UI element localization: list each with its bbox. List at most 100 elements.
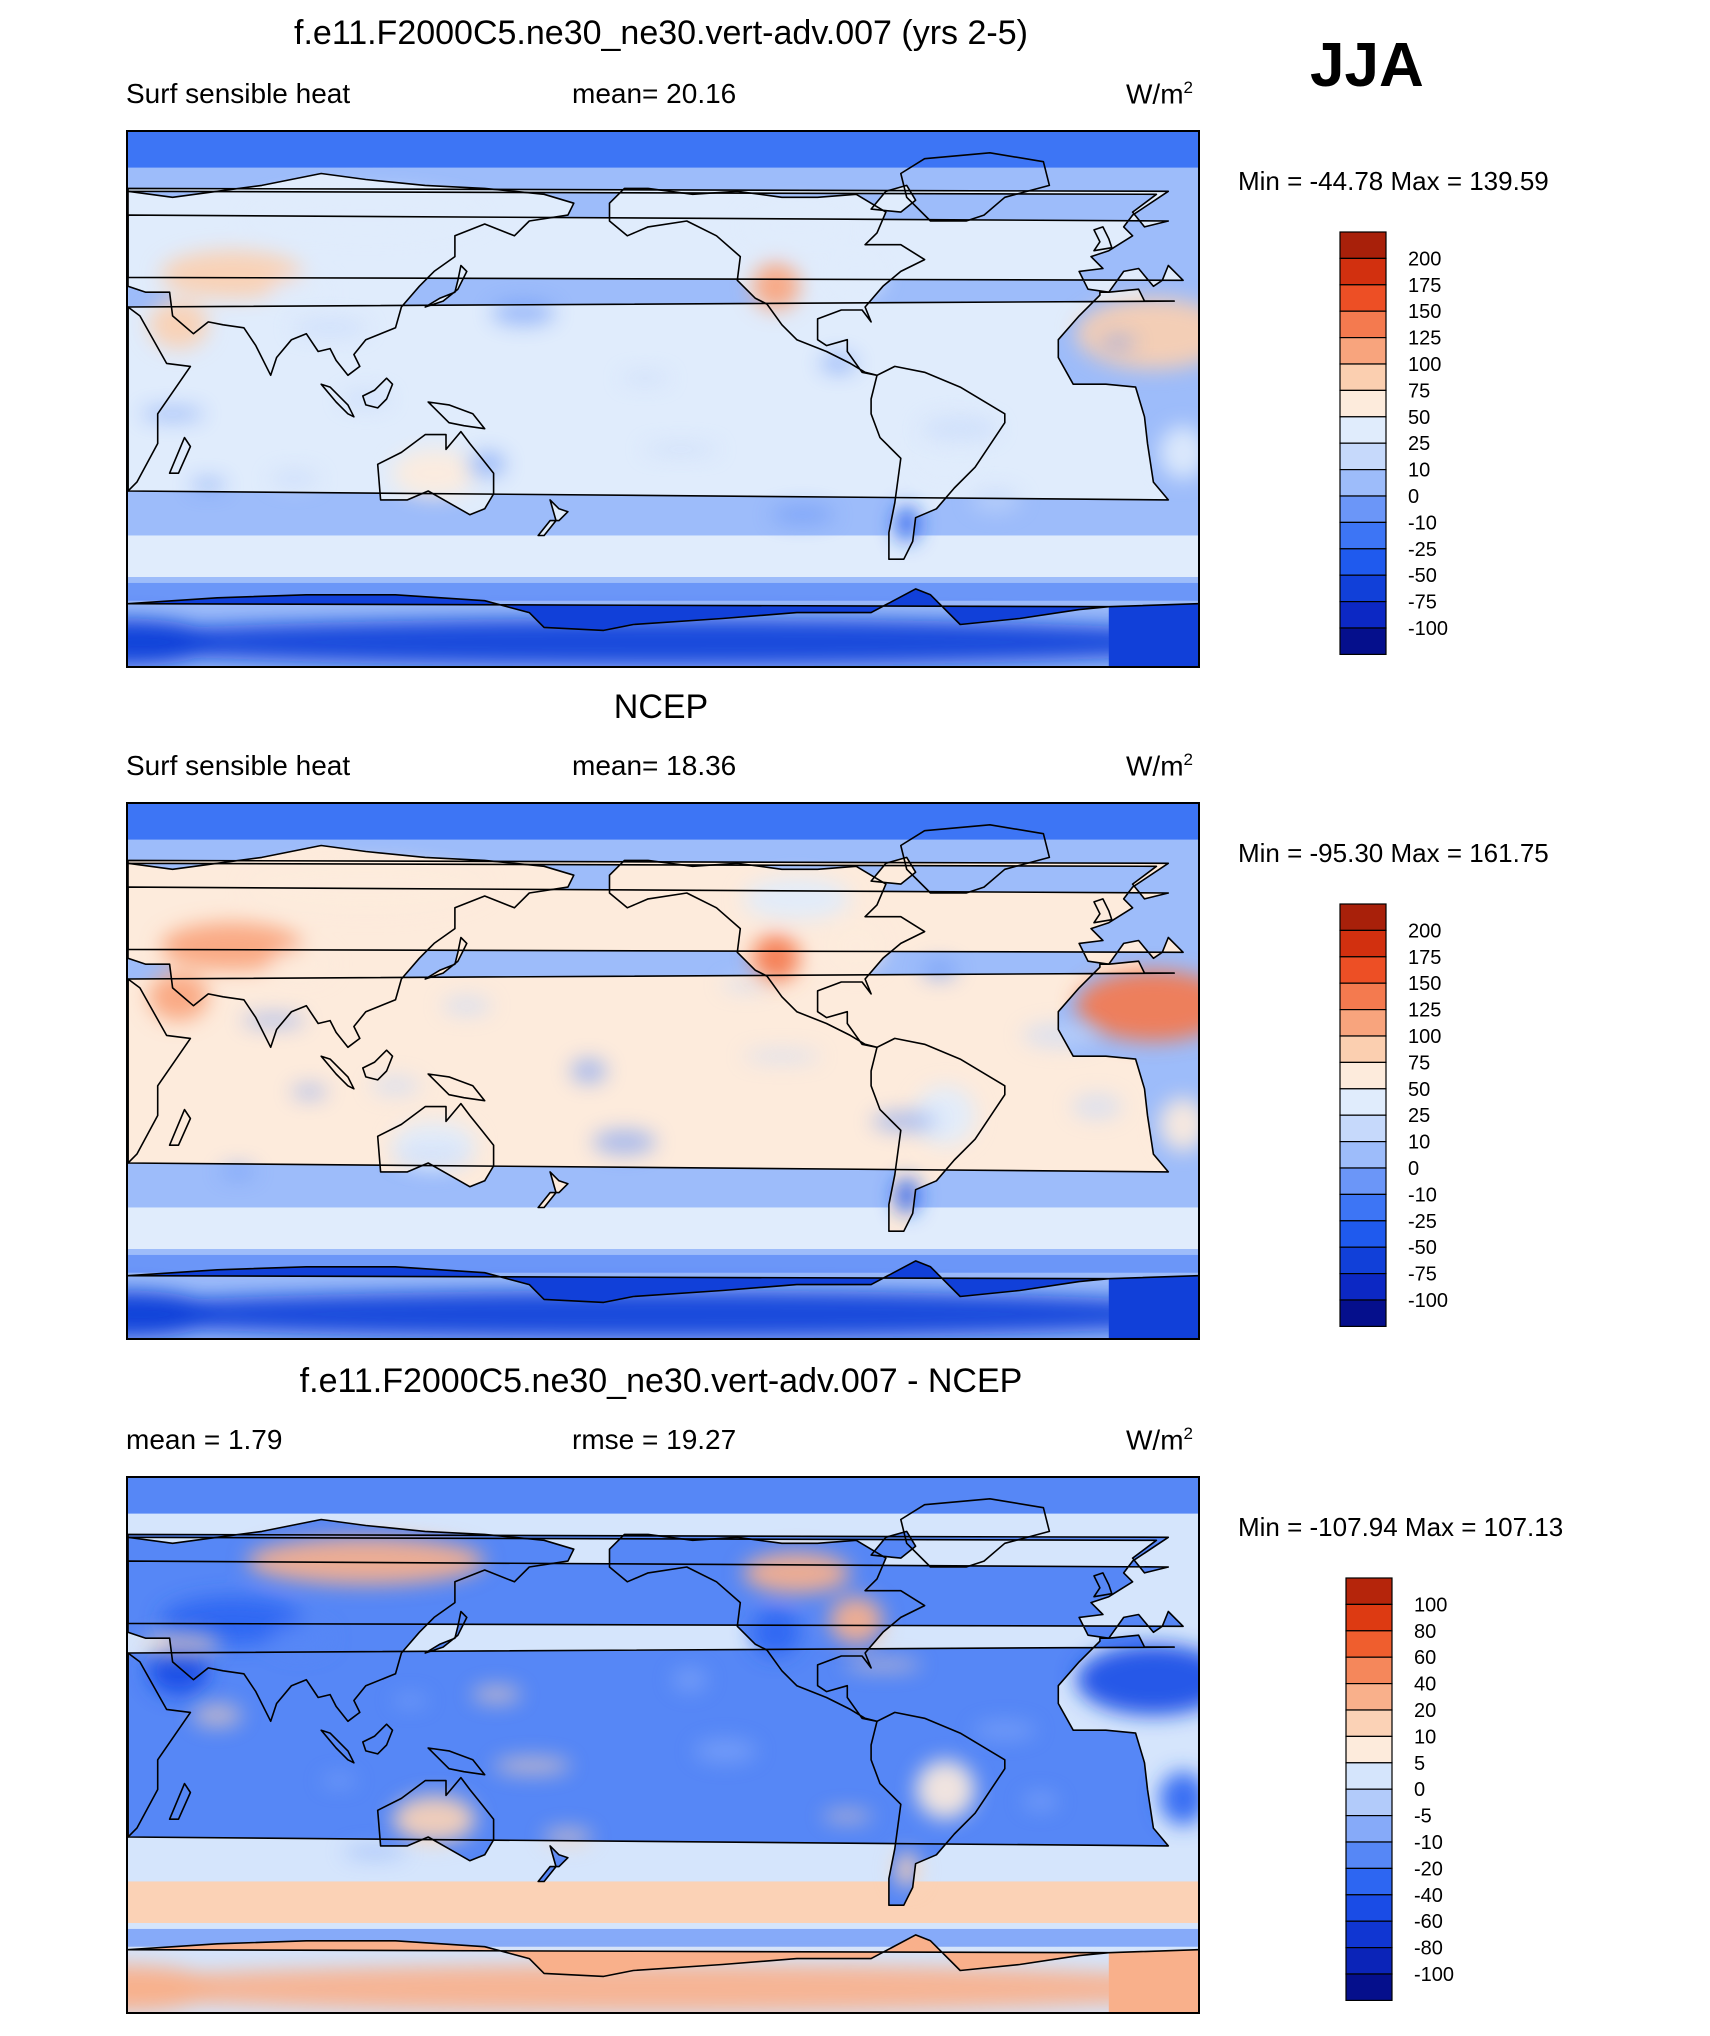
coast-nguinea — [427, 401, 486, 430]
land-baffin — [871, 857, 916, 885]
colorbar-box — [1345, 1577, 1393, 1605]
colorbar-box — [1345, 1682, 1393, 1711]
field-anomalies — [128, 863, 1198, 1338]
coast-japan — [424, 936, 468, 980]
ocean-patch — [340, 390, 391, 408]
colorbar-box — [1339, 1167, 1387, 1195]
coast-sumatra — [320, 1729, 355, 1764]
ocean-patch — [671, 1667, 708, 1692]
land-madagascar — [169, 1783, 191, 1820]
ocean-patch — [469, 452, 506, 477]
south-africa-blob — [1159, 1097, 1198, 1152]
canada-blob — [743, 206, 851, 248]
sahara-blob — [1076, 970, 1198, 1042]
colorbar-tick-label: -80 — [1414, 1938, 1443, 1960]
colorbar-box — [1339, 284, 1387, 312]
canada-blob — [743, 1552, 851, 1594]
colorbar-tick-label: 100 — [1414, 1594, 1447, 1616]
land-baffin — [871, 1531, 916, 1559]
coast-eurasia — [128, 1518, 575, 1723]
colorbar-box — [1339, 469, 1387, 497]
colorbar-tick-label: -100 — [1408, 1290, 1448, 1312]
ocean-patch — [392, 1694, 429, 1707]
coast-africa — [128, 1652, 192, 1838]
land-europe_w — [128, 1534, 1184, 1639]
colorbar-tick-label: 10 — [1408, 1132, 1430, 1154]
panel-1-mean: mean= 20.16 — [572, 78, 737, 109]
colorbar-tick-label: 200 — [1408, 920, 1441, 942]
ocean-patch — [843, 1658, 922, 1671]
ocean-patch — [291, 318, 370, 337]
colorbar-box — [1339, 548, 1387, 576]
colorbar-box — [1339, 601, 1387, 629]
coast-australia — [376, 430, 495, 516]
colorbar-tick-label: 75 — [1408, 380, 1430, 402]
ocean-patch — [269, 470, 320, 489]
colorbar-box — [1339, 363, 1387, 391]
season-label: JJA — [1310, 31, 1424, 100]
siberia-blob — [246, 1537, 485, 1585]
coastlines — [128, 1498, 1198, 1978]
colorbar-tick-label: -100 — [1408, 618, 1448, 640]
colorbar-box — [1345, 1920, 1393, 1949]
colorbar-box — [1339, 495, 1387, 523]
land-sumatra — [321, 1056, 354, 1089]
east-us-blob — [829, 1596, 883, 1645]
land-nguinea — [428, 1074, 485, 1101]
panel-3-colorbar: 100 80 60 40 20 10 5 0 -5 -10 -20 -40 -60 -80 -100 — [1345, 1577, 1486, 2004]
colorbar-tick-label: -25 — [1408, 539, 1437, 561]
colorbar-box — [1345, 1709, 1393, 1737]
ocean-patch — [140, 407, 205, 420]
coast-japan — [424, 264, 468, 308]
brazil-blob — [915, 1759, 976, 1820]
ocean-patch — [441, 996, 492, 1015]
colorbar-box — [1345, 1973, 1393, 2001]
panel-3-minmax: Min = -107.94 Max = 107.13 — [1238, 1512, 1564, 1542]
colorbar-box — [1345, 1841, 1393, 1869]
land-baffin — [871, 185, 916, 213]
ocean-patch — [822, 1810, 873, 1823]
colorbar-tick-label: -50 — [1408, 1237, 1437, 1259]
coast-borneo — [362, 1049, 394, 1081]
colorbar-tick-label: 175 — [1408, 275, 1441, 297]
colorbar-tick-label: -10 — [1414, 1832, 1443, 1854]
ocean-patch — [1071, 1094, 1122, 1119]
coast-madagascar — [168, 1782, 192, 1820]
colorbar-tick-label: 60 — [1414, 1647, 1436, 1669]
colorbar-tick-label: -10 — [1408, 1184, 1437, 1206]
colorbar-tick-label: 125 — [1408, 328, 1441, 350]
colorbar-tick-label: 50 — [1408, 1079, 1430, 1101]
colorbar-tick-label: 20 — [1414, 1700, 1436, 1722]
land-nguinea — [428, 402, 485, 429]
coast-africa — [128, 306, 192, 492]
ocean-patch — [972, 1721, 1037, 1740]
colorbar-tick-label: -75 — [1408, 592, 1437, 614]
ocean-patch — [570, 1059, 607, 1083]
land-sumatra — [321, 1730, 354, 1763]
panel-2-map — [126, 802, 1200, 1340]
coast-eurasia — [128, 172, 575, 377]
colorbar-tick-label: 50 — [1408, 407, 1430, 429]
ocean-patch — [921, 961, 958, 980]
coast-antarctica — [128, 1260, 1198, 1304]
panel-3-rmse: rmse = 19.27 — [572, 1424, 737, 1455]
colorbar-box — [1339, 627, 1387, 655]
colorbar-box — [1345, 1894, 1393, 1922]
coast-nz — [537, 499, 569, 537]
ocean-patch — [641, 443, 720, 456]
land-madagascar — [169, 1109, 191, 1146]
ocean-patch — [770, 505, 835, 524]
land-madagascar — [169, 437, 191, 474]
coast-baffin — [870, 184, 917, 213]
colorbar-box — [1339, 1141, 1387, 1169]
ocean-patch — [493, 1756, 572, 1775]
land-sumatra — [321, 384, 354, 417]
ocean-patch — [370, 1076, 421, 1095]
coastlines — [128, 824, 1198, 1304]
west-us-blob — [752, 1608, 800, 1656]
colorbar-tick-label: 40 — [1414, 1674, 1436, 1696]
coast-europe_w — [128, 187, 1184, 293]
panel-3-units: W/m2 — [1126, 1424, 1193, 1456]
arctic-band — [128, 804, 1198, 840]
coast-australia — [376, 1102, 495, 1188]
